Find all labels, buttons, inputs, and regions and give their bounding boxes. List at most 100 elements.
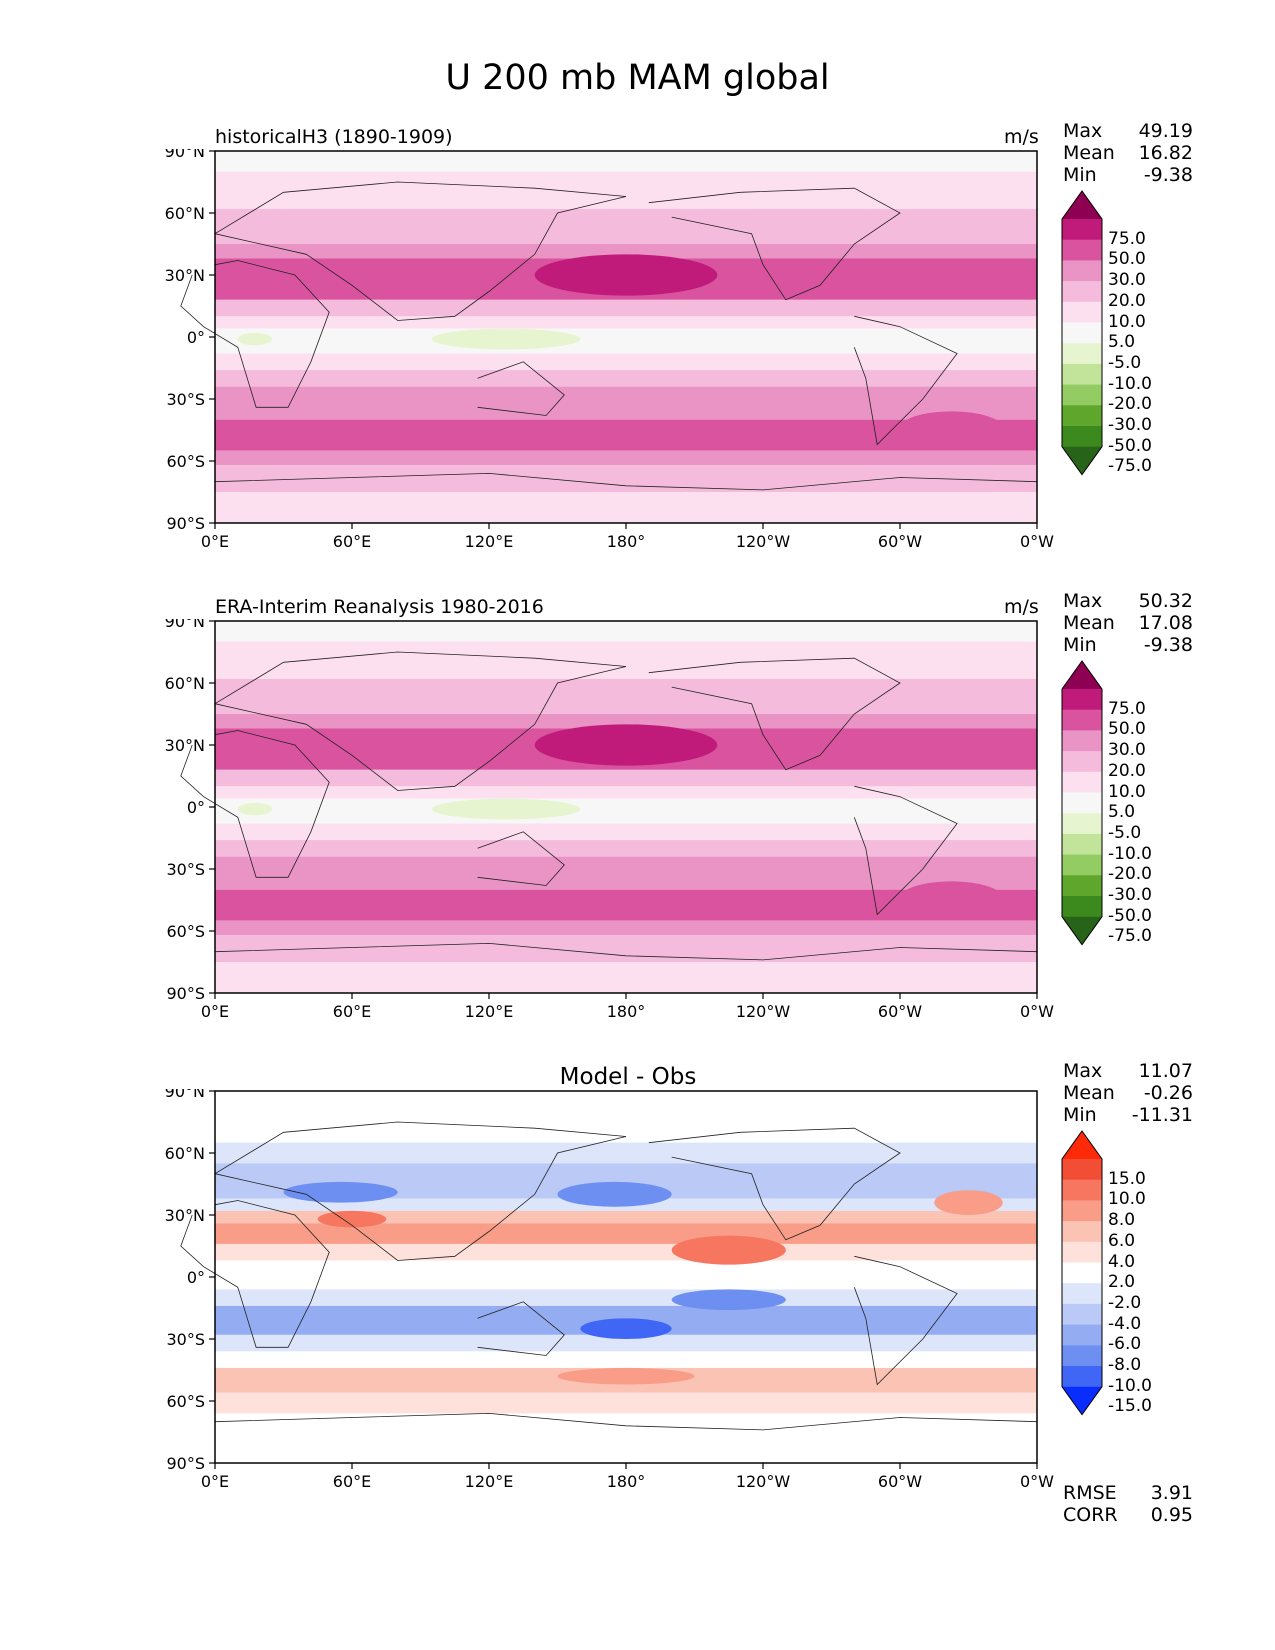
colorbar-label: -10.0 [1108,843,1152,864]
coastlines [180,1121,1038,1431]
colorbar-segment [1062,219,1102,241]
field-band [215,151,1037,172]
stat-mean: Mean -0.26 [1063,1082,1193,1104]
colorbar-extend-bottom [1062,446,1102,475]
map-plot: 90°N 60°N 30°N 0° 30°S 60°S 90°S0°E 60°E 120°E 18… [165,1089,1055,1491]
colorbar-segment [1062,343,1102,365]
colorbar-label: 10.0 [1108,311,1146,332]
stat-max: Max 11.07 [1063,1060,1193,1082]
colorbar-segment [1062,1221,1102,1243]
lat-tick-label: 30°S [166,1330,205,1349]
lon-tick-label: 120°E [465,1002,514,1021]
field-band [215,1091,1037,1143]
colorbar-segment [1062,1345,1102,1367]
lat-tick-label: 90°S [166,514,205,533]
colorbar-label: -10.0 [1108,1375,1152,1396]
colorbar-segment [1062,384,1102,406]
colorbar-segment [1062,260,1102,282]
colorbar-label: -30.0 [1108,415,1152,435]
colorbar-label: 10.0 [1108,1189,1146,1210]
field-band [215,856,1037,890]
field-anomaly [557,1181,672,1207]
lat-tick-label: 30°N [165,736,205,755]
lat-tick-label: 30°N [165,266,205,285]
field-band [215,1351,1037,1368]
colorbar-label: -10.0 [1108,373,1152,394]
colorbar-label: -6.0 [1108,1334,1142,1355]
lat-tick-label: 90°S [166,1454,205,1473]
coastline [214,181,627,321]
field-band [215,299,1037,317]
stat-max: Max 49.19 [1063,120,1193,142]
field-anomaly [534,724,718,766]
field-anomaly [900,411,1003,445]
colorbar [1061,1130,1103,1416]
colorbar-label: 8.0 [1108,1210,1136,1231]
lon-tick-label: 120°W [736,1472,791,1491]
units-label: m/s [1004,126,1039,148]
field-band [215,465,1037,492]
colorbar-label: 5.0 [1108,802,1136,823]
field-anomaly [237,802,273,816]
colorbar-label: -50.0 [1108,905,1152,926]
field-anomaly [283,1181,398,1203]
lon-tick-label: 60°E [333,1002,371,1021]
lon-tick-label: 60°W [878,532,922,551]
colorbar-outline [1061,190,1103,476]
colorbar-label: -5.0 [1108,352,1142,373]
lon-tick-label: 60°E [333,532,371,551]
colorbar-segment [1062,1283,1102,1305]
field-anomaly [671,1235,786,1265]
field-band [215,786,1037,799]
field-anomaly [580,1318,672,1339]
lat-tick-label: 60°N [165,674,205,693]
field-anomaly [534,254,718,296]
colorbar-segment [1062,792,1102,814]
field-band [215,1260,1037,1290]
coastlines [180,651,1038,961]
field-band [215,1289,1037,1306]
field-band [215,419,1037,451]
lon-tick-label: 60°W [878,1002,922,1021]
field-anomaly [317,1210,387,1228]
colorbar-label: -5.0 [1108,822,1142,843]
field-band [215,244,1037,259]
lon-tick-label: 0°W [1020,1472,1054,1491]
coastline [477,831,565,886]
lat-tick-label: 0° [187,798,205,817]
colorbar-label: -4.0 [1108,1313,1142,1334]
field-layer [215,1091,1037,1463]
lat-tick-label: 60°N [165,204,205,223]
colorbar-label: -50.0 [1108,435,1152,456]
colorbar-segment [1062,1200,1102,1222]
field-band [215,678,1037,714]
colorbar-segment [1062,405,1102,427]
colorbar-segment [1062,301,1102,323]
lat-tick-label: 0° [187,328,205,347]
lon-tick-label: 0°W [1020,532,1054,551]
colorbar-label: 30.0 [1108,270,1146,291]
field-anomaly [431,328,581,350]
lon-tick-label: 120°W [736,1002,791,1021]
colorbar-extend-bottom [1062,916,1102,945]
coastline [180,1200,330,1348]
field-band [215,769,1037,787]
stat-mean: Mean 17.08 [1063,612,1193,634]
field-band [215,1392,1037,1414]
stat-corr: CORR 0.95 [1063,1504,1193,1526]
colorbar-segment [1062,426,1102,448]
field-band [215,935,1037,962]
colorbar-label: -30.0 [1108,885,1152,905]
colorbar-segment [1062,771,1102,793]
field-band [215,208,1037,244]
colorbar-segment [1062,1159,1102,1181]
field-anomaly [900,881,1003,915]
coastline [180,260,330,408]
lat-tick-label: 0° [187,1268,205,1287]
coastline [214,1121,627,1261]
colorbar-extend-top [1062,191,1102,219]
colorbar-label: -2.0 [1108,1292,1142,1313]
colorbar-segment [1062,751,1102,773]
lat-tick-label: 90°N [165,149,205,161]
stat-min: Min -9.38 [1063,164,1193,186]
